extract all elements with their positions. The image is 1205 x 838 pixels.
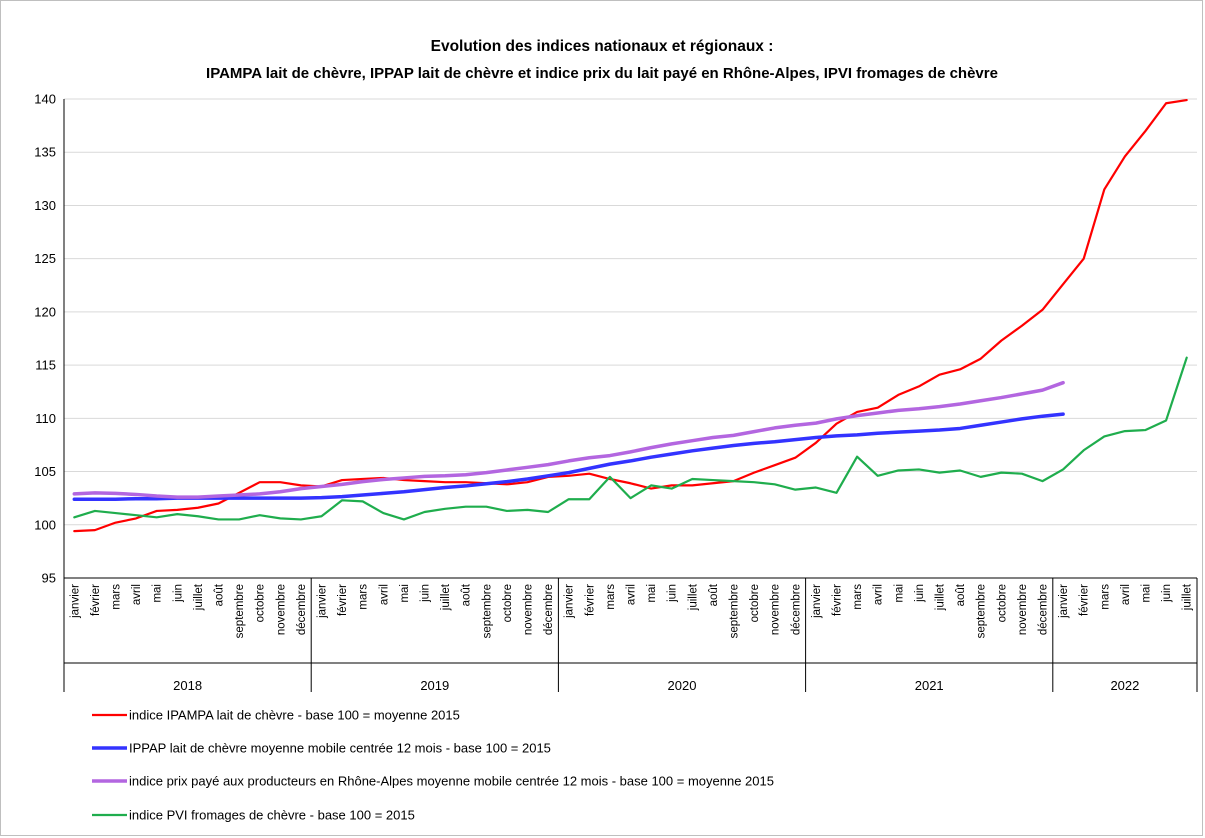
x-tick-label-month: février [584, 584, 596, 616]
x-tick-label-month: décembre [543, 584, 555, 635]
y-tick-label: 95 [42, 571, 56, 586]
y-tick-label: 135 [34, 145, 56, 160]
x-tick-label-month: janvier [564, 584, 576, 619]
x-tick-label-month: juin [1161, 584, 1173, 603]
y-tick-label: 125 [34, 251, 56, 266]
x-tick-label-month: décembre [1038, 584, 1050, 635]
x-tick-label-month: juillet [935, 583, 947, 611]
y-tick-label: 120 [34, 304, 56, 319]
x-tick-label-month: janvier [69, 584, 81, 619]
x-tick-label-month: octobre [255, 584, 267, 622]
x-tick-label-month: mai [646, 584, 658, 603]
x-tick-label-month: juillet [440, 583, 452, 611]
y-tick-label: 100 [34, 517, 56, 532]
y-tick-label: 110 [35, 411, 56, 426]
x-tick-label-month: janvier [1058, 584, 1070, 619]
series-line [72, 380, 1065, 499]
x-tick-label-month: avril [131, 584, 143, 605]
y-tick-label: 130 [34, 198, 56, 213]
x-tick-label-month: mars [605, 584, 617, 610]
x-tick-label-month: août [955, 583, 967, 606]
chart-subtitle: IPAMPA lait de chèvre, IPPAP lait de chè… [206, 65, 998, 82]
x-tick-label-month: août [214, 583, 226, 606]
legend-label: indice prix payé aux producteurs en Rhôn… [129, 774, 774, 789]
x-tick-label-month: décembre [790, 584, 802, 635]
x-tick-label-month: janvier [811, 584, 823, 619]
x-tick-label-month: juin [667, 584, 679, 603]
x-tick-label-month: avril [1120, 584, 1132, 605]
y-tick-label: 105 [34, 464, 56, 479]
legend: indice IPAMPA lait de chèvre - base 100 … [92, 708, 774, 823]
x-tick-label-month: juillet [1182, 583, 1194, 611]
x-tick-label-month: mars [1099, 584, 1111, 610]
x-tick-label-month: août [708, 583, 720, 606]
series-lines [72, 98, 1188, 533]
x-tick-label-month: novembre [523, 584, 535, 635]
x-tick-label-month: octobre [996, 584, 1008, 622]
x-tick-label-month: septembre [729, 584, 741, 638]
x-tick-label-month: juin [172, 584, 184, 603]
x-tick-label-month: avril [378, 584, 390, 605]
x-tick-label-year: 2022 [1110, 678, 1139, 693]
x-tick-label-month: septembre [234, 584, 246, 638]
x-tick-label-year: 2021 [915, 678, 944, 693]
x-tick-label-month: février [1079, 584, 1091, 616]
legend-label: IPPAP lait de chèvre moyenne mobile cent… [129, 741, 551, 756]
x-tick-label-month: décembre [296, 584, 308, 635]
x-tick-label-month: septembre [481, 584, 493, 638]
x-tick-label-month: septembre [976, 584, 988, 638]
x-tick-label-month: février [337, 584, 349, 616]
x-tick-label-year: 2018 [173, 678, 202, 693]
series-line [72, 412, 1065, 501]
x-tick-label-month: novembre [770, 584, 782, 635]
x-tick-label-month: octobre [749, 584, 761, 622]
x-tick-label-month: mai [152, 584, 164, 603]
x-tick-label-month: avril [873, 584, 885, 605]
x-tick-label-month: février [832, 584, 844, 616]
x-tick-label-month: mai [1141, 584, 1153, 603]
chart-title: Evolution des indices nationaux et régio… [431, 38, 774, 55]
x-tick-label-month: août [461, 583, 473, 606]
x-tick-label-month: mai [399, 584, 411, 603]
legend-label: indice PVI fromages de chèvre - base 100… [129, 808, 415, 823]
x-tick-label-month: juillet [193, 583, 205, 611]
x-tick-label-month: novembre [275, 584, 287, 635]
x-tick-label-year: 2020 [668, 678, 697, 693]
legend-label: indice IPAMPA lait de chèvre - base 100 … [129, 708, 460, 723]
x-tick-label-year: 2019 [420, 678, 449, 693]
x-tick-label-month: janvier [317, 584, 329, 619]
x-tick-label-month: juin [420, 584, 432, 603]
x-tick-label-month: mars [111, 584, 123, 610]
x-tick-label-month: juin [914, 584, 926, 603]
x-tick-label-month: février [90, 584, 102, 616]
gridlines [64, 98, 1197, 526]
x-tick-label-month: mai [893, 584, 905, 603]
series-line [73, 356, 1188, 521]
x-tick-label-month: mars [358, 584, 370, 610]
x-tick-label-month: octobre [502, 584, 514, 622]
y-tick-label: 115 [35, 358, 56, 373]
x-tick-label-month: novembre [1017, 584, 1029, 635]
axes: 95 100 105 110 115 120 125 130 135 140 janvier févr… [34, 92, 1198, 693]
x-tick-label-month: avril [626, 584, 638, 605]
y-tick-label: 140 [34, 92, 56, 107]
x-tick-label-month: mars [852, 584, 864, 610]
series-line [73, 98, 1188, 533]
x-tick-label-month: juillet [687, 583, 699, 611]
